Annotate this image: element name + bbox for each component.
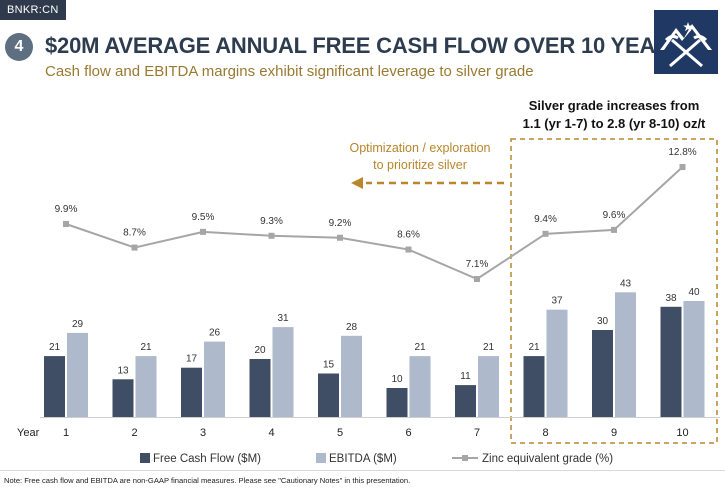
data-label-ebitda: 40 (688, 287, 700, 298)
bar-fcf (318, 373, 339, 417)
data-label-fcf: 10 (391, 374, 403, 385)
zinc-grade-point (611, 226, 617, 233)
x-tick-label: 3 (200, 427, 206, 439)
zinc-grade-label: 12.8% (668, 147, 696, 158)
data-label-fcf: 15 (323, 360, 335, 371)
zinc-grade-label: 8.6% (397, 230, 420, 241)
data-label-fcf: 11 (460, 371, 471, 382)
x-tick-label: 2 (131, 427, 137, 439)
zinc-grade-point (679, 164, 686, 171)
silver-note-line2: 1.1 (yr 1-7) to 2.8 (yr 8-10) oz/t (523, 116, 706, 131)
bar-fcf (181, 367, 202, 417)
zinc-grade-point (200, 228, 206, 235)
bar-fcf (44, 356, 65, 417)
mountain-pickaxe-logo-icon (654, 10, 718, 74)
data-label-ebitda: 28 (346, 322, 358, 333)
data-label-ebitda: 31 (277, 313, 289, 324)
x-tick-label: 7 (474, 427, 480, 439)
legend-label-fcf: Free Cash Flow ($M) (153, 453, 261, 465)
x-tick-label: 5 (337, 427, 343, 439)
zinc-grade-line (65, 166, 684, 281)
data-label-ebitda: 21 (414, 342, 426, 353)
bar-ebitda (67, 332, 88, 417)
bar-fcf (660, 306, 682, 417)
legend-marker-zinc (462, 455, 468, 461)
zinc-grade-point (405, 246, 412, 253)
zinc-grade-label: 9.6% (603, 210, 626, 221)
legend-swatch-ebitda (316, 453, 326, 463)
bar-ebitda (341, 335, 362, 417)
arrow-left-icon (351, 177, 363, 189)
bar-fcf (592, 330, 613, 417)
bar-fcf (455, 385, 476, 417)
data-label-ebitda: 21 (483, 342, 495, 353)
zinc-grade-point (542, 230, 549, 237)
legend-swatch-fcf (140, 453, 150, 463)
zinc-grade-label: 9.2% (329, 218, 352, 229)
data-label-fcf: 21 (528, 342, 540, 353)
bar-ebitda (204, 341, 225, 417)
x-tick-label: 8 (542, 427, 548, 439)
data-label-fcf: 20 (254, 345, 266, 356)
bar-fcf (386, 388, 408, 417)
legend-label-zinc: Zinc equivalent grade (%) (482, 453, 613, 465)
zinc-grade-label: 9.4% (534, 214, 557, 225)
optimization-note-line2: to prioritize silver (373, 158, 467, 172)
bar-ebitda (409, 356, 431, 417)
bar-ebitda (546, 309, 568, 417)
data-label-fcf: 21 (49, 342, 61, 353)
footnote: Note: Free cash flow and EBITDA are non-… (4, 476, 411, 485)
bar-ebitda (272, 327, 294, 417)
zinc-grade-label: 9.5% (192, 212, 215, 223)
slide-number: 4 (5, 33, 33, 61)
bar-fcf (523, 356, 545, 417)
bar-fcf (112, 379, 134, 417)
data-label-fcf: 13 (117, 365, 129, 376)
footer-divider (0, 470, 725, 471)
page-subtitle: Cash flow and EBITDA margins exhibit sig… (45, 63, 534, 80)
data-label-fcf: 17 (186, 354, 198, 365)
data-label-ebitda: 21 (140, 342, 152, 353)
data-label-fcf: 38 (665, 293, 677, 304)
zinc-grade-point (63, 221, 69, 227)
page-title: $20M AVERAGE ANNUAL FREE CASH FLOW OVER … (45, 33, 686, 58)
zinc-grade-point (131, 244, 138, 251)
bar-fcf (249, 359, 271, 417)
legend-label-ebitda: EBITDA ($M) (329, 453, 397, 465)
x-tick-label: 4 (268, 427, 274, 439)
bar-ebitda (683, 301, 705, 417)
data-label-ebitda: 29 (72, 319, 84, 330)
data-label-ebitda: 43 (620, 278, 632, 289)
x-tick-label: 10 (676, 427, 688, 439)
silver-note-line1: Silver grade increases from (529, 98, 700, 113)
zinc-grade-label: 7.1% (466, 259, 489, 270)
x-axis-title: Year (17, 427, 40, 439)
data-label-ebitda: 26 (209, 328, 221, 339)
zinc-grade-point (337, 234, 343, 241)
ticker-badge: BNKR:CN (0, 0, 66, 20)
zinc-grade-label: 8.7% (123, 228, 146, 239)
zinc-grade-point (268, 232, 275, 239)
optimization-note-line1: Optimization / exploration (349, 141, 490, 155)
data-label-ebitda: 37 (551, 296, 563, 307)
data-label-fcf: 30 (597, 316, 609, 327)
zinc-grade-label: 9.9% (55, 204, 78, 215)
x-tick-label: 9 (611, 427, 617, 439)
zinc-grade-point (474, 276, 480, 282)
zinc-grade-label: 9.3% (260, 216, 283, 227)
x-tick-label: 1 (63, 427, 69, 439)
bar-ebitda (478, 356, 499, 417)
x-tick-label: 6 (405, 427, 411, 439)
silver-highlight-box (510, 138, 718, 444)
bar-ebitda (615, 292, 636, 417)
bar-ebitda (135, 356, 157, 417)
